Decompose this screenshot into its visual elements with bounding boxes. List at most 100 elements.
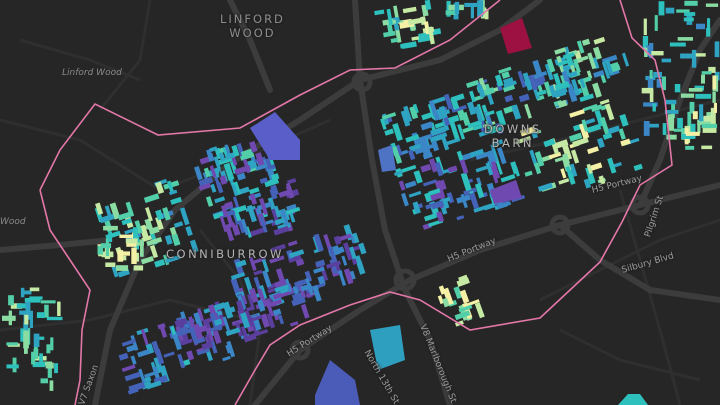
building-footprint [179,207,190,226]
building-footprint [374,9,385,16]
building-footprint [478,77,488,93]
building-footprint [134,252,139,262]
building-footprint [29,287,40,292]
building-footprint [40,378,48,384]
building-footprint [485,162,494,176]
building-footprint [599,98,610,105]
building-footprint [654,15,658,31]
building-footprint [579,93,595,103]
building-footprint [339,272,347,287]
building-footprint [105,262,116,267]
building-footprint [567,70,578,78]
building-footprint [557,99,568,108]
building-footprint [272,308,282,316]
building-footprint [554,47,567,55]
building-footprint [464,2,478,7]
building-footprint [224,306,236,315]
building-footprint [197,308,205,322]
building-footprint [222,355,231,362]
building-footprint [287,240,298,247]
building-footprint [454,1,460,15]
building-footprint [569,109,585,118]
building-footprint [661,58,672,63]
building-large [378,145,396,172]
building-footprint [121,364,136,372]
building-footprint [40,300,56,304]
building-footprint [434,161,444,177]
building-footprint [590,162,603,171]
building-footprint [701,145,713,150]
building-footprint [648,51,664,56]
building-footprint [219,175,228,185]
building-footprint [29,310,33,328]
building-footprint [477,0,484,17]
building-footprint [286,206,301,215]
building-footprint [593,46,602,60]
building-footprint [240,152,255,161]
building-footprint [497,201,512,209]
building-footprint [604,59,614,75]
building-footprint [288,254,302,263]
building-footprint [676,9,690,13]
building-footprint [413,170,423,184]
building-footprint [587,146,599,155]
building-footprint [478,129,492,137]
building-footprint [332,245,341,256]
building-footprint [546,58,556,73]
building-footprint [553,72,562,87]
building-footprint [459,159,469,174]
building-footprint [170,196,183,205]
building-footprint [168,189,178,196]
building-footprint [124,371,141,382]
building-footprint [140,256,154,265]
building-large [315,360,360,405]
building-footprint [250,227,265,237]
building-cluster [175,277,322,361]
building-footprint [649,88,654,102]
building-footprint [430,126,447,136]
building-footprint [54,363,58,374]
building-footprint [456,150,464,162]
building-footprint [592,82,602,98]
building-footprint [239,312,251,329]
building-footprint [230,271,246,280]
building-footprint [536,89,547,97]
building-footprint [567,172,576,185]
building-footprint [469,90,477,103]
building-footprint [592,57,600,69]
building-footprint [407,17,424,26]
building-footprint [578,122,590,140]
building-footprint [432,110,441,121]
building-footprint [436,132,448,140]
building-footprint [2,315,16,321]
building-footprint [349,270,356,280]
building-footprint [286,203,297,211]
building-footprint [543,138,556,148]
building-footprint [393,170,403,176]
building-footprint [240,218,250,236]
building-cluster [543,36,630,108]
building-footprint [231,144,240,157]
building-footprint [498,66,512,74]
building-footprint [548,151,562,160]
building-footprint [16,303,27,309]
building-footprint [503,77,514,85]
building-footprint [456,215,465,221]
building-footprint [155,216,164,231]
building-footprint [197,348,210,356]
building-footprint [432,28,442,36]
building-footprint [587,52,597,70]
building-footprint [458,274,468,282]
building-footprint [31,351,36,365]
building-footprint [192,323,204,340]
building-footprint [284,278,293,293]
building-footprint [685,145,695,150]
building-cluster [97,225,144,271]
building-footprint [393,5,399,19]
building-footprint [705,3,719,7]
building-footprint [565,55,574,67]
building-footprint [260,313,270,328]
building-footprint [19,310,29,315]
